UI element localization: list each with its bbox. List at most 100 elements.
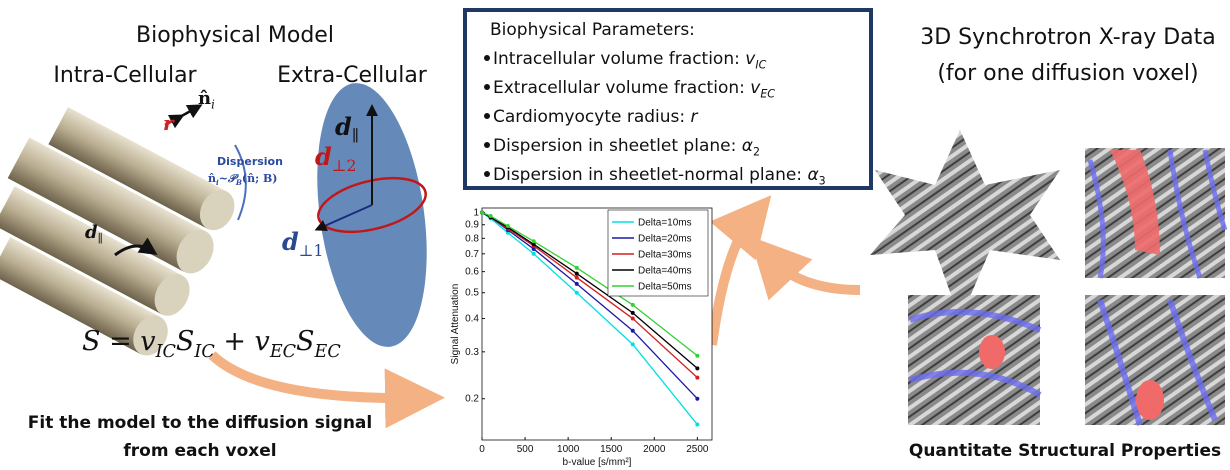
legend-label: Delta=20ms bbox=[638, 234, 692, 245]
text-part: IC bbox=[193, 342, 215, 362]
data-point bbox=[574, 281, 579, 286]
y-tick-label: 1 bbox=[473, 208, 479, 219]
text-part: Extracellular volume fraction: bbox=[493, 78, 750, 98]
x-tick-label: 1000 bbox=[557, 444, 580, 455]
data-point bbox=[574, 275, 579, 280]
ellipsoid bbox=[314, 83, 427, 347]
text-part: Cardiomyocyte radius: bbox=[493, 107, 691, 127]
text-part: v bbox=[140, 326, 155, 357]
parameter: Dispersion in sheetlet plane: α2 bbox=[493, 136, 760, 158]
text-part: S bbox=[176, 326, 195, 357]
x-axis-label: b-value [s/mm²] bbox=[563, 457, 632, 468]
text-part: d bbox=[282, 227, 299, 256]
text-part: Dispersion in sheetlet-normal plane: bbox=[493, 165, 807, 185]
y-tick-label: 0.3 bbox=[465, 347, 479, 358]
y-tick-label: 0.6 bbox=[465, 267, 479, 278]
data-point bbox=[480, 210, 484, 215]
d-parallel: d∥ bbox=[335, 112, 359, 145]
data-point bbox=[488, 214, 493, 219]
text-part: S bbox=[296, 326, 315, 357]
text-part: r bbox=[691, 107, 699, 127]
parameter: Cardiomyocyte radius: r bbox=[493, 107, 699, 127]
d-perp1: d⊥1 bbox=[282, 227, 323, 260]
text-part: d bbox=[315, 142, 332, 171]
data-point bbox=[630, 302, 635, 307]
y-tick-label: 0.2 bbox=[465, 394, 479, 405]
intra-label: Intra-Cellular bbox=[53, 63, 197, 88]
text-part: v bbox=[750, 78, 761, 98]
data-point bbox=[574, 290, 579, 295]
text-part: ⊥1 bbox=[299, 242, 324, 260]
parameters-title: Biophysical Parameters: bbox=[490, 20, 695, 40]
data-point bbox=[531, 246, 536, 251]
x-tick-label: 2000 bbox=[643, 444, 666, 455]
text-part: α bbox=[807, 165, 818, 185]
text-part: i bbox=[211, 98, 215, 112]
data-point bbox=[531, 239, 536, 244]
data-point bbox=[531, 251, 536, 256]
data-point bbox=[574, 265, 579, 270]
legend-label: Delta=50ms bbox=[638, 282, 692, 293]
fit-text: Fit the model to the diffusion signal bbox=[28, 413, 372, 433]
bullet bbox=[484, 113, 490, 119]
data-point bbox=[630, 342, 635, 347]
data-point bbox=[695, 375, 700, 380]
data-point bbox=[695, 353, 700, 358]
text-part: EC bbox=[760, 87, 775, 100]
parameter-box bbox=[463, 8, 873, 190]
text-part: IC bbox=[755, 58, 766, 71]
d-parallel-cell: d∥ bbox=[85, 222, 103, 246]
text-part: B bbox=[235, 178, 242, 187]
y-tick-label: 0.9 bbox=[465, 220, 479, 231]
parameter: Extracellular volume fraction: vEC bbox=[493, 78, 775, 100]
text-part: i bbox=[216, 178, 219, 187]
dispersion-label: Dispersion bbox=[217, 155, 283, 168]
data-point bbox=[695, 396, 700, 401]
equation: S = vICSIC + vECSEC bbox=[82, 326, 341, 362]
bullet bbox=[484, 55, 490, 61]
cylinders bbox=[0, 104, 247, 356]
legend-label: Delta=40ms bbox=[638, 266, 692, 277]
y-tick-label: 0.7 bbox=[465, 249, 479, 260]
x-tick-label: 1500 bbox=[600, 444, 623, 455]
text-part: + bbox=[215, 326, 255, 357]
data-point bbox=[630, 316, 635, 321]
text-part: d bbox=[85, 222, 98, 243]
text-part: Dispersion in sheetlet plane: bbox=[493, 136, 742, 156]
text-part: ∥ bbox=[352, 127, 359, 145]
legend bbox=[607, 209, 709, 297]
text-part: ~𝒫 bbox=[219, 172, 239, 185]
xray-title: 3D Synchrotron X-ray Data bbox=[920, 25, 1216, 50]
extra-label: Extra-Cellular bbox=[277, 63, 428, 88]
fit-text: from each voxel bbox=[123, 441, 276, 461]
y-tick-label: 0.8 bbox=[465, 233, 479, 244]
text-part: ∥ bbox=[98, 232, 103, 246]
y-tick-label: 0.5 bbox=[465, 288, 479, 299]
text-part: v bbox=[745, 49, 756, 69]
data-point bbox=[531, 242, 536, 247]
data-point bbox=[630, 328, 635, 333]
text-part: IC bbox=[155, 342, 177, 362]
text-part: n̂ bbox=[208, 172, 216, 185]
text-part: 3 bbox=[819, 174, 826, 187]
data-point bbox=[695, 422, 700, 427]
data-point bbox=[630, 310, 635, 315]
data-point bbox=[574, 271, 579, 276]
x-tick-label: 500 bbox=[517, 444, 534, 455]
x-tick-label: 2500 bbox=[686, 444, 709, 455]
bullet bbox=[484, 84, 490, 90]
data-point bbox=[695, 366, 700, 371]
bullet bbox=[484, 171, 490, 177]
text-part: ⊥2 bbox=[332, 157, 357, 175]
radius-label: r bbox=[163, 111, 175, 135]
bullet bbox=[484, 142, 490, 148]
text-part: Intracellular volume fraction: bbox=[493, 49, 745, 69]
parameter: Dispersion in sheetlet-normal plane: α3 bbox=[493, 165, 826, 187]
x-tick-label: 0 bbox=[479, 444, 485, 455]
legend-label: Delta=30ms bbox=[638, 250, 692, 261]
text-part: d bbox=[335, 112, 352, 141]
text-part: r bbox=[163, 111, 175, 135]
model-title: Biophysical Model bbox=[136, 23, 334, 48]
data-point bbox=[505, 224, 510, 229]
